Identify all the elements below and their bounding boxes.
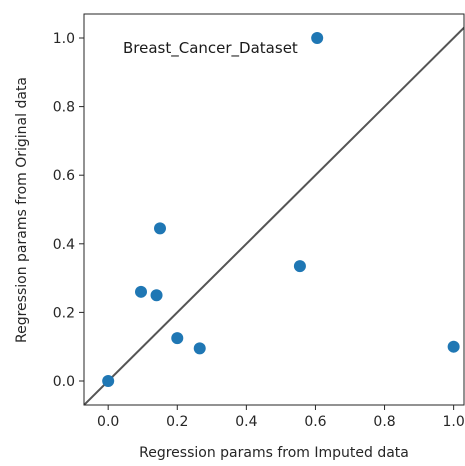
data-point-1 [102, 374, 115, 387]
data-point-4 [154, 222, 166, 235]
data-point-6 [193, 342, 206, 355]
data-point-2 [135, 285, 147, 298]
scatter-points [102, 32, 460, 387]
y-tick-label: 0.8 [53, 100, 75, 116]
x-axis-title: Regression params from Imputed data [139, 445, 409, 461]
data-point-8 [311, 32, 324, 45]
y-tick-label: 0.2 [53, 305, 75, 321]
y-axis-ticks: 0.0 0.2 0.4 0.6 0.8 1.0 [53, 31, 84, 390]
x-tick-label: 0.6 [304, 414, 326, 430]
x-axis-ticks: 0.0 0.2 0.4 0.6 0.8 1.0 [97, 405, 465, 430]
data-point-5 [171, 332, 184, 345]
reference-line-y-equals-x [84, 26, 464, 405]
y-axis-title: Regression params from Original data [14, 77, 30, 343]
data-point-7 [293, 260, 306, 273]
data-point-3 [150, 289, 163, 302]
x-tick-label: 1.0 [443, 414, 465, 430]
x-tick-label: 0.0 [97, 414, 119, 430]
x-tick-label: 0.2 [166, 414, 188, 430]
x-tick-label: 0.8 [373, 414, 395, 430]
plot-area [84, 14, 464, 405]
y-tick-label: 0.0 [53, 374, 75, 390]
data-point-9 [447, 340, 460, 353]
y-tick-label: 0.6 [53, 168, 75, 184]
dataset-annotation: Breast_Cancer_Dataset [123, 39, 298, 58]
y-tick-label: 0.4 [53, 237, 75, 253]
x-tick-label: 0.4 [235, 414, 257, 430]
plot-frame [83, 13, 465, 406]
y-tick-label: 1.0 [53, 31, 75, 47]
